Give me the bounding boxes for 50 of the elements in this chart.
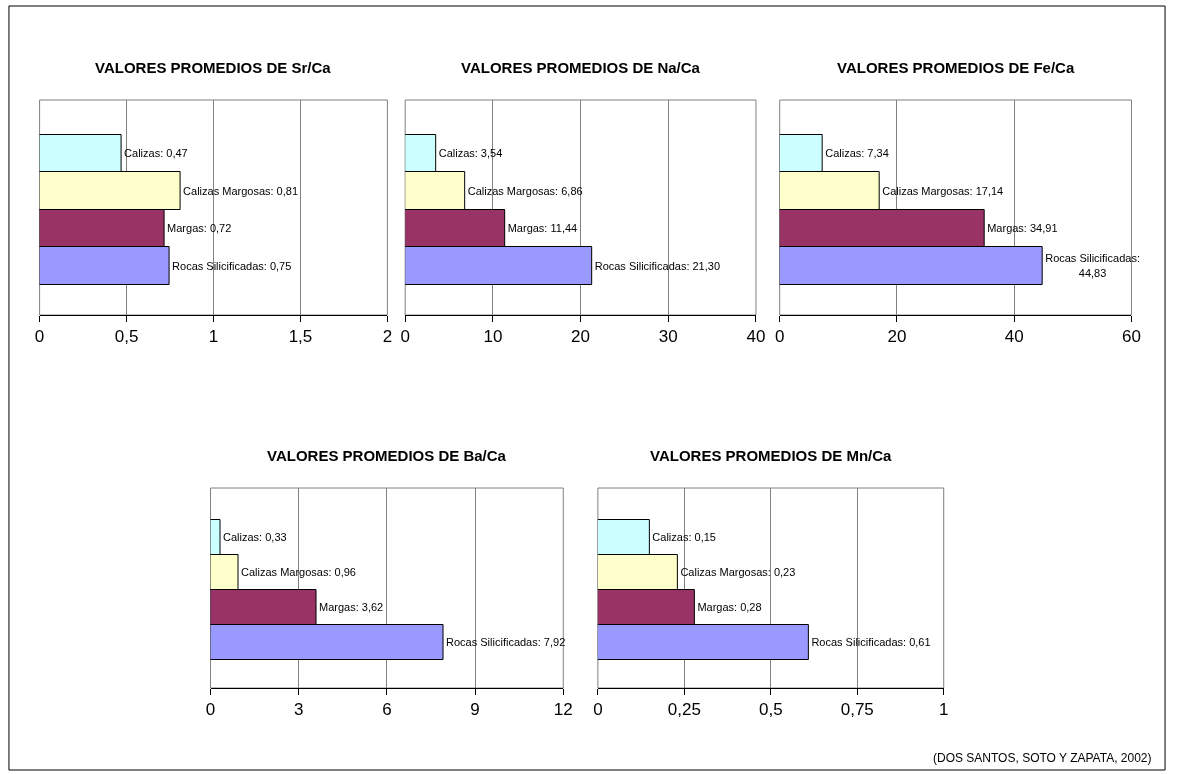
x-tick-label: 3	[293, 700, 304, 720]
data-label: Calizas: 0,33	[223, 531, 287, 543]
x-tick-label: 1,5	[288, 327, 313, 347]
x-tick-label: 10	[483, 327, 503, 347]
x-tick-label: 2	[382, 327, 393, 347]
x-tick-label: 0	[34, 327, 45, 347]
x-tick-label: 0	[593, 700, 603, 720]
data-label: Rocas Silicificadas: 21,30	[594, 259, 721, 272]
x-tick-label: 20	[571, 327, 591, 347]
data-label: Rocas Silicificadas: 0,75	[172, 259, 292, 272]
chart-title: VALORES PROMEDIOS DE Mn/Ca	[650, 447, 893, 464]
x-tick-label: 0	[400, 327, 410, 347]
x-tick-label: 40	[746, 327, 766, 347]
x-tick-label: 40	[1004, 327, 1024, 347]
data-label: Rocas Silicificadas: 0,61	[811, 636, 931, 648]
x-tick-label: 0,25	[667, 700, 701, 720]
data-label: Rocas Silicificadas: 7,92	[446, 636, 566, 648]
x-tick-label: 6	[382, 700, 392, 720]
data-label: Margas: 0,28	[697, 601, 762, 613]
data-label: Calizas Margosas: 0,81	[183, 184, 299, 197]
data-label: Calizas: 0,47	[124, 147, 188, 159]
x-tick-label: 30	[658, 327, 678, 347]
x-tick-label: 20	[887, 327, 907, 347]
data-label: Margas: 11,44	[507, 222, 578, 234]
chart-title: VALORES PROMEDIOS DE Na/Ca	[461, 59, 701, 76]
data-label: Calizas Margosas: 17,14	[882, 184, 1004, 197]
data-label: Margas: 3,62	[319, 601, 384, 613]
data-label: Rocas Silicificadas: 44,83	[1045, 252, 1140, 279]
data-label: Calizas: 0,15	[652, 531, 716, 543]
chart-title: VALORES PROMEDIOS DE Fe/Ca	[837, 59, 1075, 76]
data-label: Calizas Margosas: 0,23	[680, 566, 796, 578]
x-tick-label: 0	[205, 700, 216, 720]
data-label: Calizas: 3,54	[438, 147, 503, 159]
chart-title: VALORES PROMEDIOS DE Ba/Ca	[267, 447, 507, 464]
chart-title: VALORES PROMEDIOS DE Sr/Ca	[95, 59, 332, 76]
data-label: Margas: 0,72	[167, 222, 232, 234]
x-tick-label: 60	[1121, 327, 1141, 347]
data-label: Calizas: 7,34	[825, 147, 889, 159]
text: (DOS SANTOS, SOTO Y ZAPATA, 2002)	[933, 751, 1152, 765]
x-tick-label: 0,5	[114, 327, 139, 347]
x-tick-label: 0	[774, 327, 785, 347]
x-tick-label: 9	[470, 700, 480, 720]
x-tick-label: 0,5	[758, 700, 783, 720]
x-tick-label: 0,75	[840, 700, 874, 720]
x-tick-label: 1	[208, 327, 219, 347]
data-label: Calizas Margosas: 0,96	[241, 566, 356, 578]
x-tick-label: 1	[938, 700, 949, 720]
data-label: Calizas Margosas: 6,86	[467, 184, 583, 197]
x-tick-label: 12	[553, 700, 573, 720]
data-label: Margas: 34,91	[987, 222, 1058, 234]
